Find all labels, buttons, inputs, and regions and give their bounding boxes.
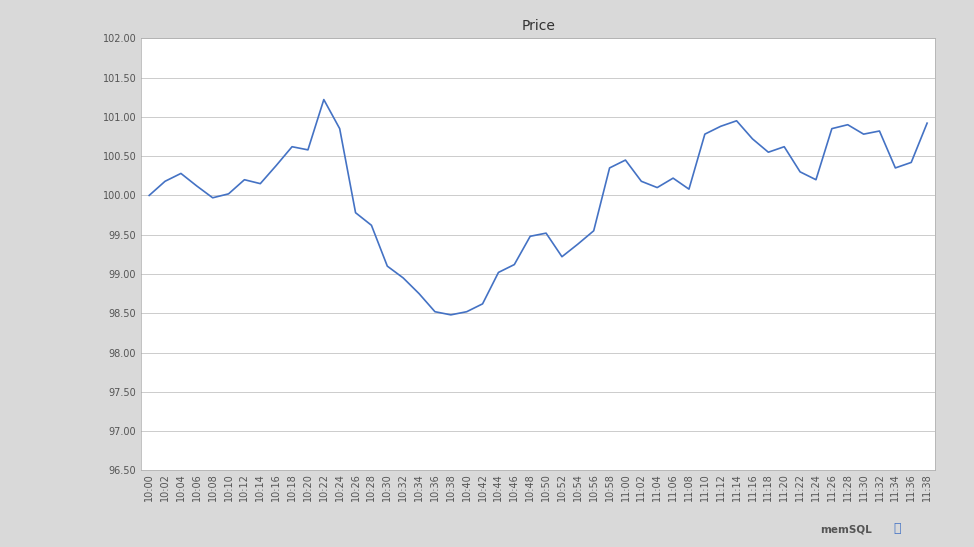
Title: Price: Price bbox=[521, 19, 555, 33]
Text: Ⓢ: Ⓢ bbox=[893, 522, 901, 535]
Text: memSQL: memSQL bbox=[820, 525, 872, 535]
